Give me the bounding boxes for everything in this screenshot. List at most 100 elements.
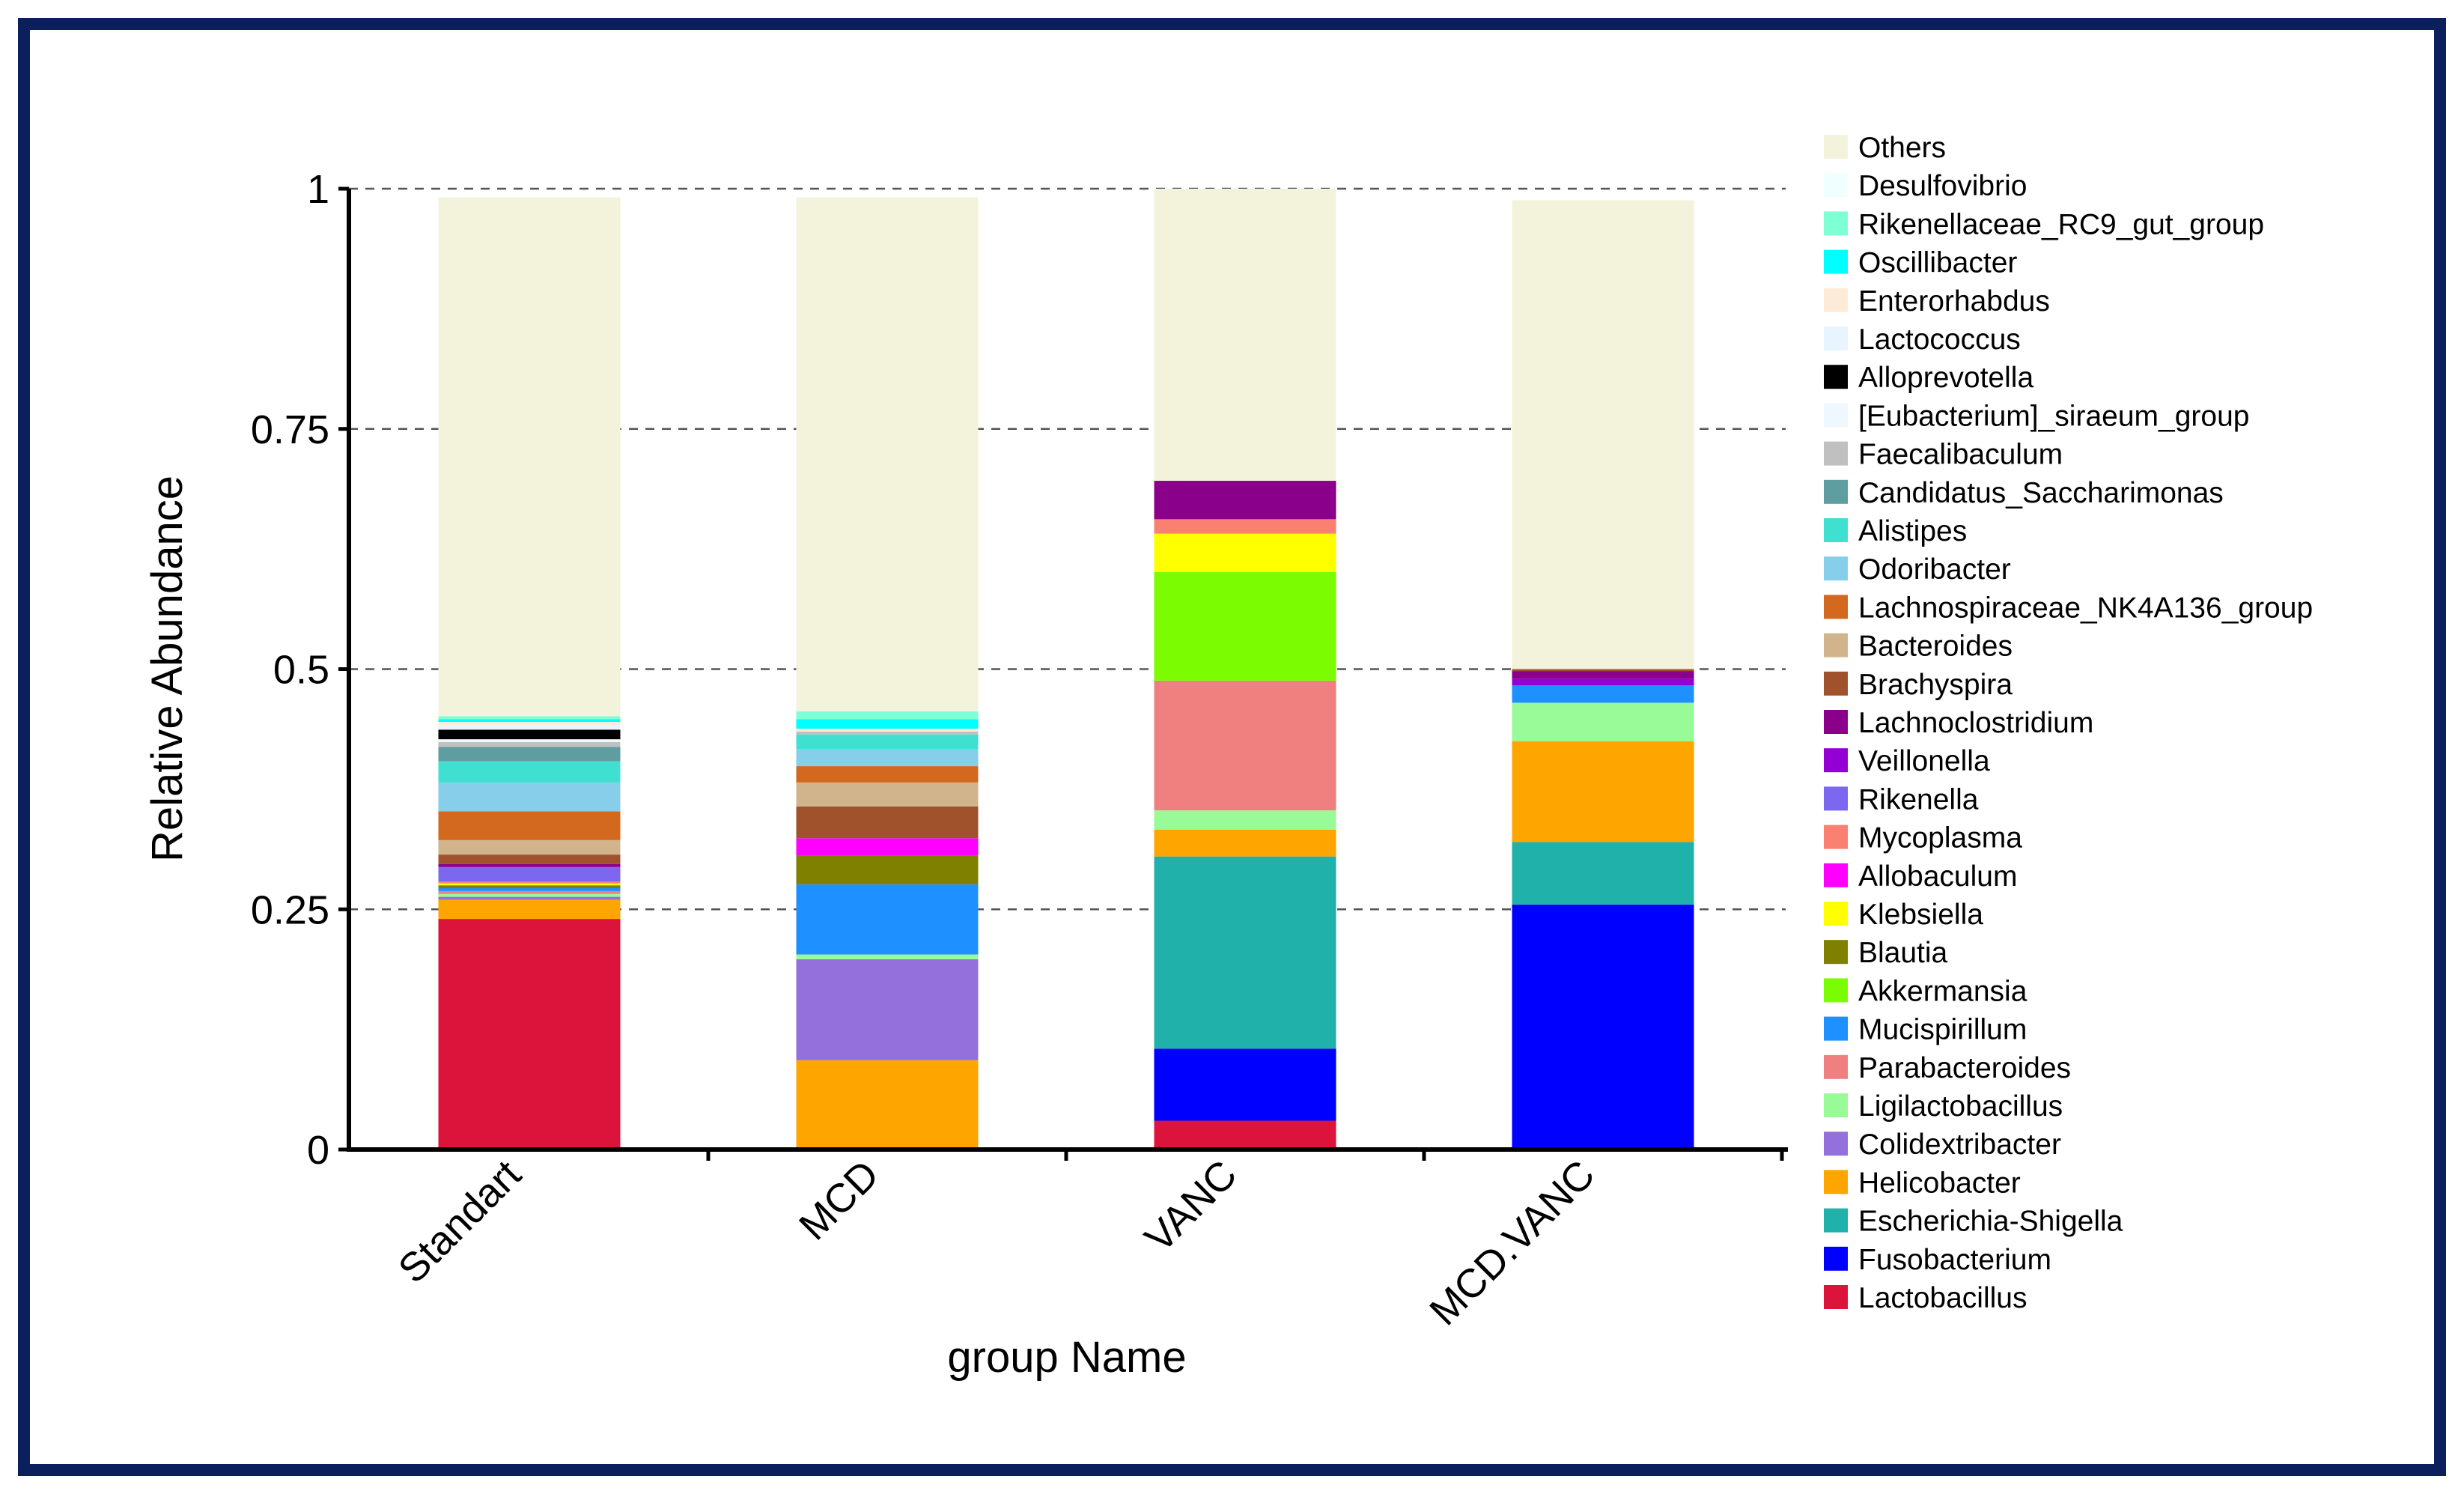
bar-segment-mcd-oscillibacter (796, 719, 979, 729)
legend-swatch-3 (1824, 249, 1848, 274)
bar-segment-mcd-ligilactobacillus (796, 954, 979, 959)
y-tick-label-4: 1 (307, 167, 329, 212)
legend-swatch-5 (1824, 327, 1848, 350)
legend-label-2: Rikenellaceae_RC9_gut_group (1858, 208, 2264, 240)
bar-segment-standart-candidatus-saccharimonas (438, 747, 621, 762)
bar-segment-mcd-vanc-ligilactobacillus (1512, 702, 1694, 741)
bar-segment-mcd-bacteroides (796, 782, 979, 807)
legend-swatch-22 (1824, 978, 1848, 1003)
legend-swatch-9 (1824, 479, 1848, 504)
legend-label-21: Blautia (1858, 937, 1948, 969)
legend: Others Desulfovibrio Rikenellaceae_RC9_gut… (1824, 132, 2313, 1314)
legend-label-14: Brachyspira (1858, 669, 2013, 701)
bar-segment-standart-mycoplasma (438, 881, 621, 884)
y-axis-label: Relative Abundance (143, 476, 192, 862)
bars (438, 189, 1694, 1150)
legend-label-23: Mucispirillum (1858, 1014, 2027, 1046)
bar-segment-mcd-faecalibaculum (796, 731, 979, 735)
legend-swatch-19 (1824, 863, 1848, 887)
legend-label-3: Oscillibacter (1858, 247, 2017, 279)
y-tick-label-2: 0.5 (273, 648, 329, 693)
legend-label-18: Mycoplasma (1858, 822, 2022, 854)
bar-segment-vanc-helicobacter (1154, 829, 1336, 857)
legend-label-28: Escherichia-Shigella (1858, 1206, 2123, 1238)
bar-segment-standart-odoribacter (438, 782, 621, 812)
legend-swatch-28 (1824, 1208, 1848, 1233)
bar-segment-standart-lachnospiraceae-nk4a136-group (438, 811, 621, 840)
bar-segment-mcd-rikenellaceae-rc9-gut-group (796, 711, 979, 720)
legend-swatch-4 (1824, 288, 1848, 312)
bar-segment-standart-helicobacter (438, 899, 621, 920)
legend-label-17: Rikenella (1858, 783, 1979, 816)
x-ticks: Standart MCD VANC MCD.VANC (390, 1150, 1784, 1334)
bar-segment-mcd-vanc-escherichia-shigella (1512, 842, 1694, 905)
bar-segment-mcd-odoribacter (796, 748, 979, 767)
legend-swatch-20 (1824, 902, 1848, 926)
legend-label-1: Desulfovibrio (1858, 170, 2027, 202)
bar-segment-mcd-vanc-veillonella (1512, 678, 1694, 686)
bar-segment-mcd-helicobacter (796, 1060, 979, 1150)
bar-segment-standart-bacteroides (438, 839, 621, 855)
y-tick-label-3: 0.75 (251, 407, 329, 452)
x-tick-label-2: VANC (1137, 1152, 1246, 1261)
y-ticks: 0 0.25 0.5 0.75 1 (251, 167, 349, 1173)
bar-segment-vanc-akkermansia (1154, 571, 1336, 681)
bar-segment-standart-others (438, 197, 621, 717)
legend-label-26: Colidextribacter (1858, 1129, 2061, 1161)
bar-segment-standart-oscillibacter (438, 719, 621, 723)
bar-segment-mcd-vanc-mucispirillum (1512, 685, 1694, 703)
legend-label-8: Faecalibaculum (1858, 439, 2063, 471)
bar-segment-mcd-vanc-lachnoclostridium (1512, 671, 1694, 679)
legend-label-15: Lachnoclostridium (1858, 707, 2093, 739)
legend-swatch-1 (1824, 173, 1848, 198)
legend-label-24: Parabacteroides (1858, 1052, 2071, 1084)
bar-segment-mcd-colidextribacter (796, 959, 979, 1060)
bar-segment-vanc-ligilactobacillus (1154, 810, 1336, 830)
legend-swatch-12 (1824, 595, 1848, 619)
legend-label-11: Odoribacter (1858, 553, 2011, 586)
legend-label-25: Ligilactobacillus (1858, 1090, 2063, 1123)
bar-segment-standart-parabacteroides (438, 890, 621, 894)
bar-segment-standart-enterorhabdus (438, 722, 621, 725)
bar-segment-vanc-lactobacillus (1154, 1120, 1336, 1150)
bar-segment-mcd-vanc-helicobacter (1512, 741, 1694, 842)
legend-swatch-10 (1824, 518, 1848, 542)
legend-swatch-17 (1824, 786, 1848, 811)
bar-segment-mcd-lachnospiraceae-nk4a136-group (796, 766, 979, 783)
legend-label-20: Klebsiella (1858, 899, 1983, 931)
x-tick-label-3: MCD.VANC (1421, 1152, 1603, 1334)
bar-segment-standart-lactococcus (438, 724, 621, 730)
bar-segment-standart-ligilactobacillus (438, 893, 621, 897)
bar-segment-mcd-enterorhabdus (796, 729, 979, 732)
bar-segment-vanc-escherichia-shigella (1154, 856, 1336, 1049)
bar-segment-standart-alistipes (438, 761, 621, 783)
legend-swatch-29 (1824, 1246, 1848, 1271)
bar-segment-mcd-alistipes (796, 734, 979, 749)
legend-label-16: Veillonella (1858, 745, 1990, 777)
bar-segment-vanc-others (1154, 189, 1336, 482)
bar-segment-mcd-brachyspira (796, 806, 979, 839)
x-axis-label: group Name (947, 1333, 1186, 1382)
bar-segment-mcd-vanc-others (1512, 200, 1694, 669)
bar-segment-standart-rikenellaceae-rc9-gut-group (438, 716, 621, 720)
bar-segment-vanc-fusobacterium (1154, 1048, 1336, 1121)
bar-segment-standart-rikenella (438, 866, 621, 882)
legend-swatch-6 (1824, 365, 1848, 389)
bar-segment-standart-mucispirillum (438, 888, 621, 891)
y-tick-label-1: 0.25 (251, 887, 329, 932)
bar-segment-vanc-parabacteroides (1154, 680, 1336, 811)
legend-label-10: Alistipes (1858, 515, 1967, 547)
bar-segment-vanc-mycoplasma (1154, 519, 1336, 534)
legend-swatch-23 (1824, 1016, 1848, 1041)
legend-label-9: Candidatus_Saccharimonas (1858, 477, 2224, 509)
legend-label-4: Enterorhabdus (1858, 285, 2050, 318)
legend-label-30: Lactobacillus (1858, 1282, 2027, 1314)
legend-swatch-8 (1824, 441, 1848, 466)
legend-swatch-24 (1824, 1054, 1848, 1079)
legend-label-7: [Eubacterium]_siraeum_group (1858, 400, 2249, 432)
bar-segment-mcd-vanc-brachyspira (1512, 669, 1694, 672)
x-tick-label-1: MCD (791, 1152, 887, 1248)
legend-label-19: Allobaculum (1858, 860, 2017, 893)
legend-swatch-26 (1824, 1132, 1848, 1156)
